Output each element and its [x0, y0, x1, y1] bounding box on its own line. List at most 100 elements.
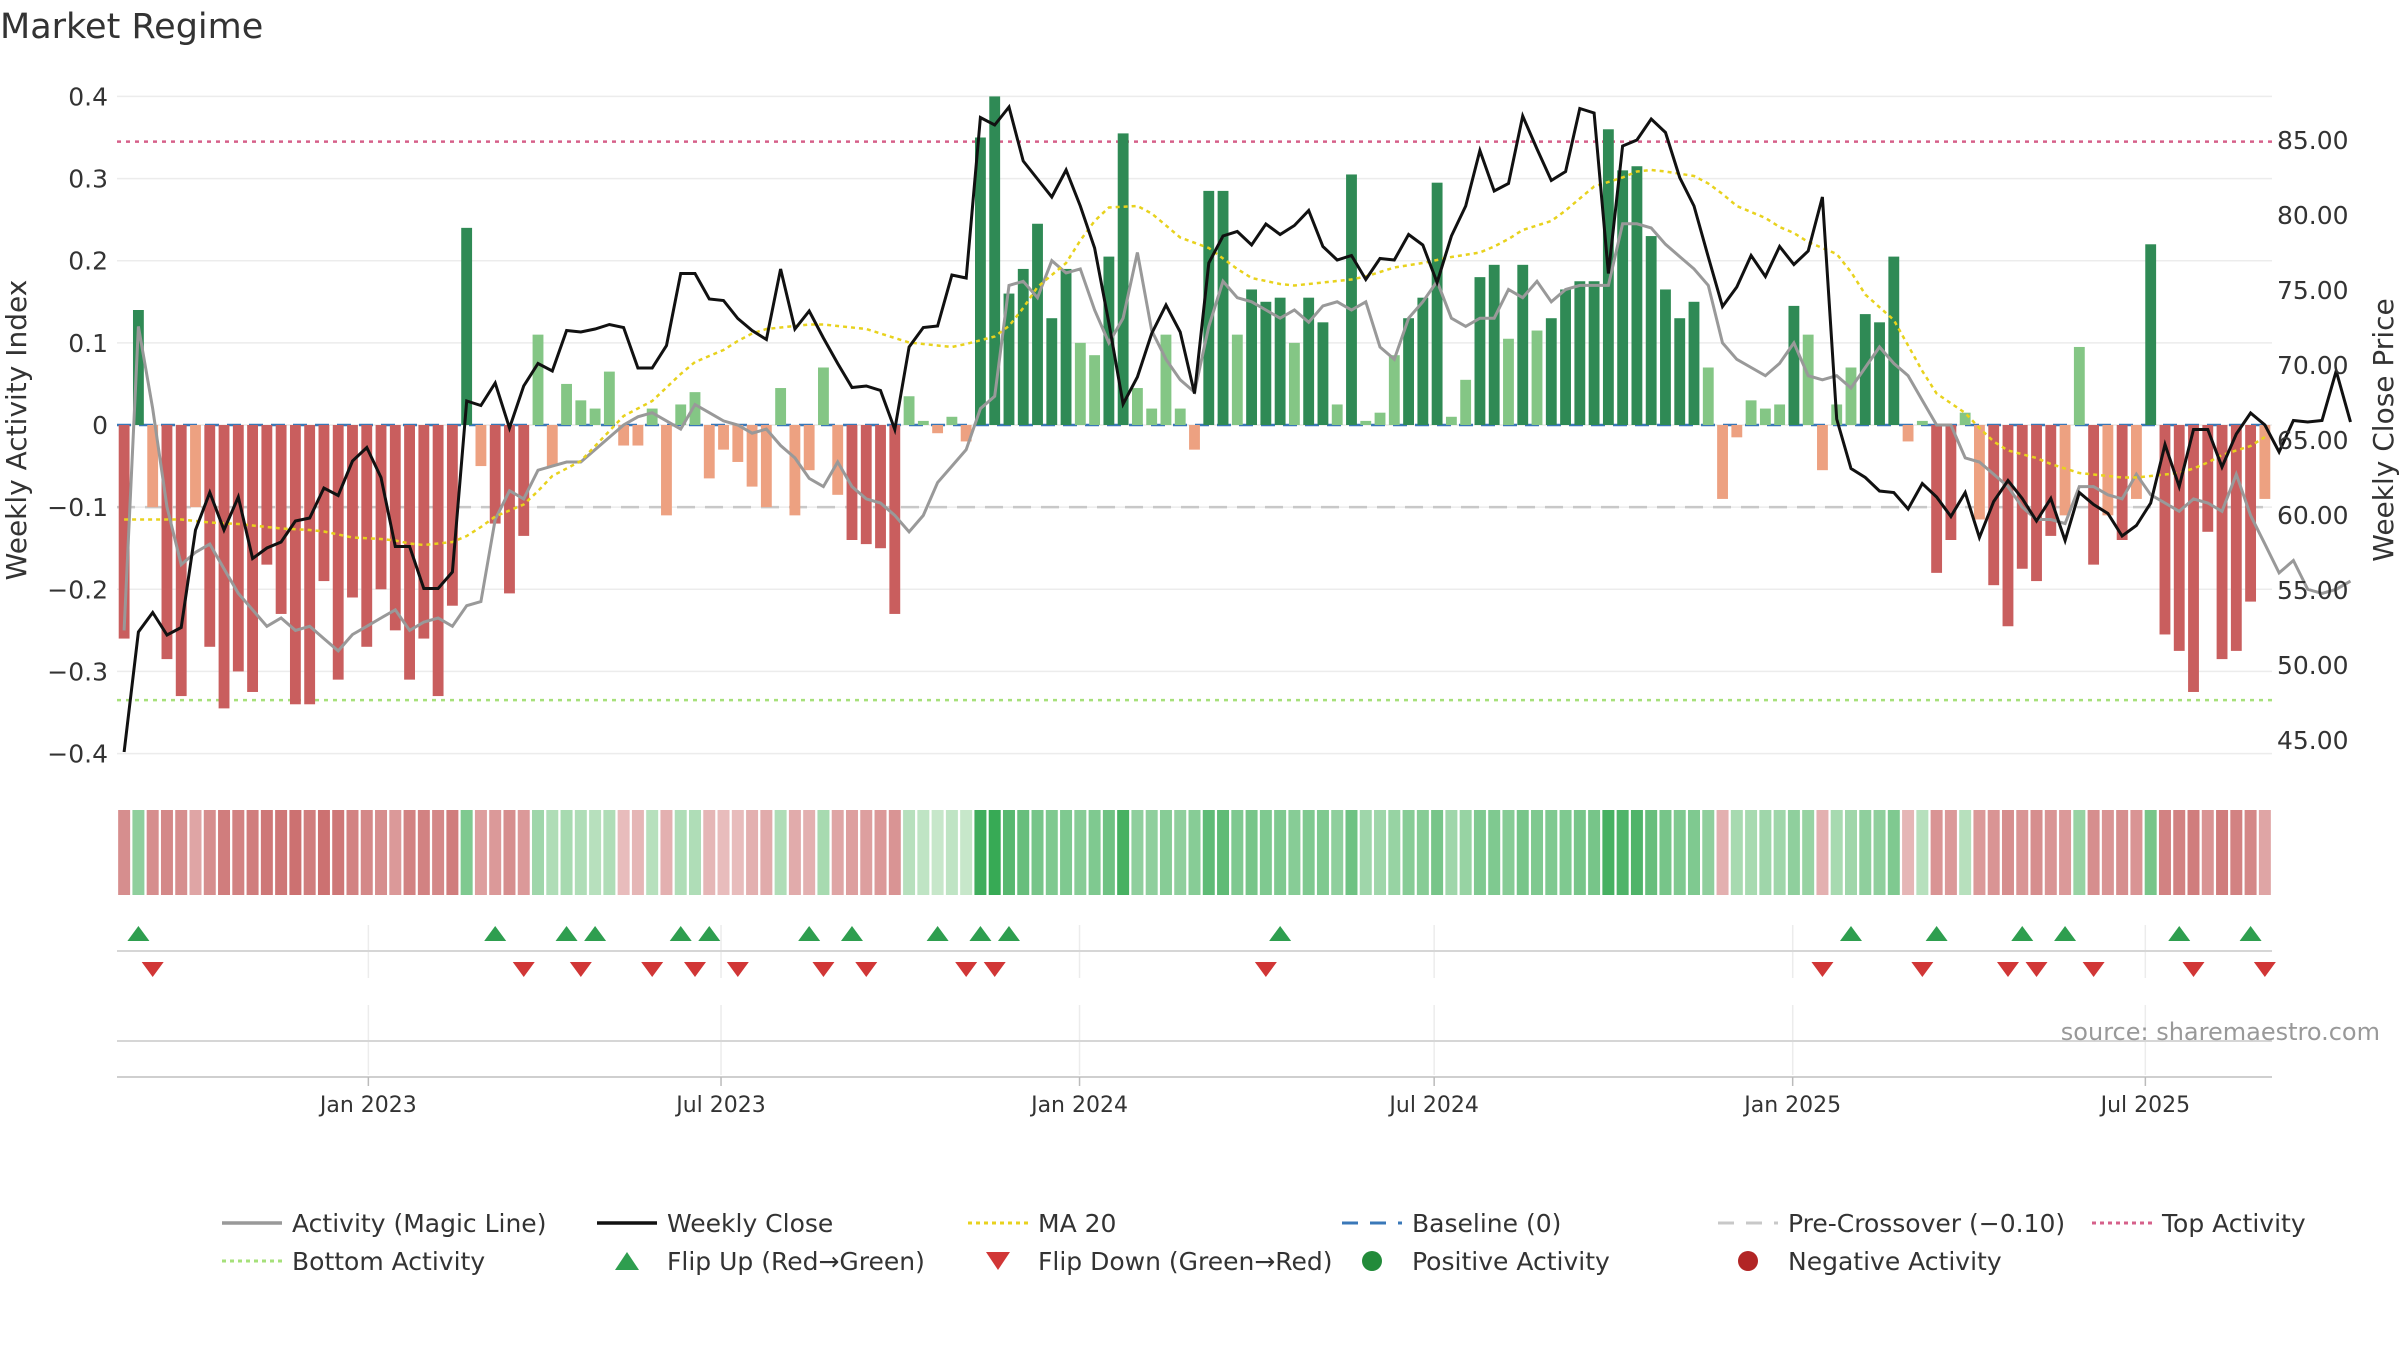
regime-cell: [717, 810, 730, 895]
legend-item-flipdown: Flip Down (Green→Red): [986, 1247, 1333, 1276]
regime-cell: [446, 810, 459, 895]
regime-cell: [1088, 810, 1101, 895]
regime-cell: [2030, 810, 2043, 895]
legend-label: Flip Up (Red→Green): [667, 1247, 925, 1276]
activity-bar: [361, 425, 373, 647]
regime-cell: [1516, 810, 1529, 895]
flip-down-marker: [855, 962, 878, 977]
activity-bar: [1474, 277, 1486, 425]
activity-bar: [1503, 338, 1514, 425]
regime-cell: [1959, 810, 1972, 895]
activity-bar: [1217, 190, 1229, 425]
regime-cell: [460, 810, 473, 895]
regime-cell: [2101, 810, 2114, 895]
flip-up-marker: [969, 926, 992, 941]
activity-bar: [2102, 425, 2114, 516]
activity-bar: [289, 425, 301, 705]
regime-cell: [1759, 810, 1772, 895]
activity-bar: [1131, 388, 1143, 425]
regime-cell: [1902, 810, 1915, 895]
activity-magic-line: [122, 222, 2352, 654]
activity-bar: [1374, 412, 1386, 425]
flip-up-marker: [484, 926, 507, 941]
activity-bar: [632, 425, 644, 446]
activity-bar: [1174, 408, 1186, 425]
activity-bar: [1303, 297, 1315, 425]
activity-bar: [1660, 289, 1671, 425]
regime-cell: [1673, 810, 1686, 895]
legend-label: Weekly Close: [667, 1209, 833, 1238]
regime-cell: [1545, 810, 1558, 895]
activity-bar: [546, 425, 558, 467]
activity-bar: [1074, 342, 1086, 425]
regime-cell: [1688, 810, 1700, 895]
activity-bar: [932, 425, 944, 434]
regime-cell: [1202, 810, 1215, 895]
regime-cell: [260, 810, 273, 895]
activity-bar: [2116, 425, 2128, 540]
regime-cell: [1488, 810, 1501, 895]
flip-down-marker: [141, 962, 164, 977]
regime-cell: [317, 810, 330, 895]
activity-bar: [818, 367, 829, 425]
right-tick-label: 75.00: [2277, 276, 2349, 305]
regime-cell: [1973, 810, 1986, 895]
regime-cell: [1930, 810, 1943, 895]
activity-bar: [1717, 425, 1728, 499]
activity-bar: [1617, 170, 1629, 425]
legend: Activity (Magic Line) Weekly Close MA 20 Ba…: [222, 1209, 2306, 1276]
regime-cell: [1259, 810, 1272, 895]
regime-cell: [1559, 810, 1572, 895]
regime-cell: [1245, 810, 1258, 895]
activity-bar: [404, 425, 415, 680]
legend-item-precross: Pre-Crossover (−0.10): [1718, 1209, 2065, 1238]
activity-bar: [903, 396, 915, 425]
left-tick-label: 0.4: [68, 82, 108, 111]
flip-up-marker: [1269, 926, 1292, 941]
legend-item-ma: MA 20: [968, 1209, 1116, 1238]
regime-cell: [1231, 810, 1244, 895]
activity-bar: [461, 227, 473, 425]
right-tick-label: 65.00: [2277, 426, 2349, 455]
regime-cell: [1473, 810, 1486, 895]
activity-bar: [532, 334, 544, 425]
activity-bar: [675, 404, 687, 425]
legend-label: Top Activity: [2161, 1209, 2306, 1238]
activity-bar: [2002, 425, 2014, 627]
activity-bar: [2188, 425, 2199, 692]
activity-bar: [960, 425, 972, 442]
activity-bar: [1445, 416, 1457, 425]
activity-bar: [161, 425, 173, 660]
regime-cell: [945, 810, 958, 895]
legend-item-bottom: Bottom Activity: [222, 1247, 485, 1276]
left-tick-label: 0.2: [68, 247, 108, 276]
flip-down-marker: [1254, 962, 1277, 977]
regime-cell: [160, 810, 173, 895]
regime-cell: [674, 810, 687, 895]
regime-cell: [1374, 810, 1387, 895]
regime-cell: [1445, 810, 1458, 895]
right-axis-label: Weekly Close Price: [2367, 298, 2400, 561]
activity-bar: [2173, 425, 2185, 651]
regime-cell: [275, 810, 288, 895]
regime-cell: [175, 810, 188, 895]
flip-markers: [117, 925, 2276, 1075]
regime-cell: [2173, 810, 2186, 895]
activity-bar: [618, 425, 630, 446]
regime-cell: [303, 810, 316, 895]
regime-cell: [2230, 810, 2243, 895]
activity-bar: [760, 425, 772, 508]
activity-bar: [1403, 318, 1414, 425]
activity-bar: [232, 425, 244, 672]
activity-bar: [2145, 244, 2157, 425]
activity-bar: [418, 425, 430, 639]
series-lines: [122, 103, 2352, 753]
left-tick-label: −0.1: [47, 493, 108, 522]
regime-cell: [603, 810, 616, 895]
regime-cell: [1188, 810, 1201, 895]
x-tick-label: Jul 2024: [1387, 1093, 1479, 1118]
activity-bar: [1260, 301, 1272, 425]
regime-cell: [1816, 810, 1829, 895]
regime-cell: [118, 810, 131, 895]
regime-cell: [1502, 810, 1515, 895]
